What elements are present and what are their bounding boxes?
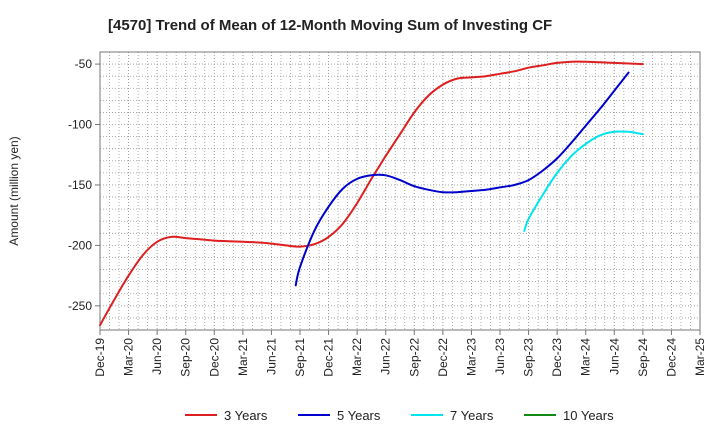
y-tick-label: -100 (68, 118, 92, 132)
x-tick-label: Dec-19 (93, 338, 107, 377)
x-axis: Dec-19 Mar-20 Jun-20 Sep-20 Dec-20 Mar-21 Jun-… (93, 330, 707, 377)
series-line-7-years (523, 130, 644, 232)
x-tick-label: Jun-21 (264, 338, 278, 375)
x-tick-label: Mar-23 (464, 338, 478, 376)
series-line-5-years (294, 71, 630, 287)
x-tick-label: Sep-24 (636, 338, 650, 377)
x-tick-label: Dec-20 (207, 338, 221, 377)
x-tick-label: Dec-23 (550, 338, 564, 377)
x-tick-label: Mar-21 (236, 338, 250, 376)
x-tick-label: Jun-24 (607, 338, 621, 375)
plot-area (99, 51, 701, 331)
x-tick-label: Sep-20 (179, 338, 193, 377)
y-axis-label: Amount (million yen) (7, 136, 21, 245)
legend-label-3-years: 3 Years (224, 408, 268, 423)
legend-label-10-years: 10 Years (563, 408, 614, 423)
y-tick-label: -50 (75, 57, 93, 71)
x-tick-label: Mar-25 (693, 338, 707, 376)
y-tick-label: -250 (68, 299, 92, 313)
series-line-3-years (99, 60, 644, 327)
x-tick-label: Mar-22 (350, 338, 364, 376)
x-tick-label: Jun-22 (379, 338, 393, 375)
series-lines (99, 60, 644, 327)
x-tick-label: Jun-20 (150, 338, 164, 375)
x-tick-label: Mar-20 (122, 338, 136, 376)
x-tick-label: Sep-22 (407, 338, 421, 377)
x-tick-label: Sep-23 (522, 338, 536, 377)
x-tick-label: Dec-21 (322, 338, 336, 377)
legend-label-7-years: 7 Years (450, 408, 494, 423)
legend: 3 Years 5 Years 7 Years 10 Years (185, 408, 614, 423)
x-tick-label: Jun-23 (493, 338, 507, 375)
x-tick-label: Dec-24 (664, 338, 678, 377)
x-tick-label: Sep-21 (293, 338, 307, 377)
y-axis: -50 -100 -150 -200 -250 (68, 57, 100, 313)
x-tick-label: Dec-22 (436, 338, 450, 377)
grid (100, 52, 701, 330)
legend-label-5-years: 5 Years (337, 408, 381, 423)
x-tick-label: Mar-24 (579, 338, 593, 376)
chart-title: [4570] Trend of Mean of 12-Month Moving … (108, 17, 552, 34)
y-tick-label: -150 (68, 178, 92, 192)
y-tick-label: -200 (68, 238, 92, 252)
